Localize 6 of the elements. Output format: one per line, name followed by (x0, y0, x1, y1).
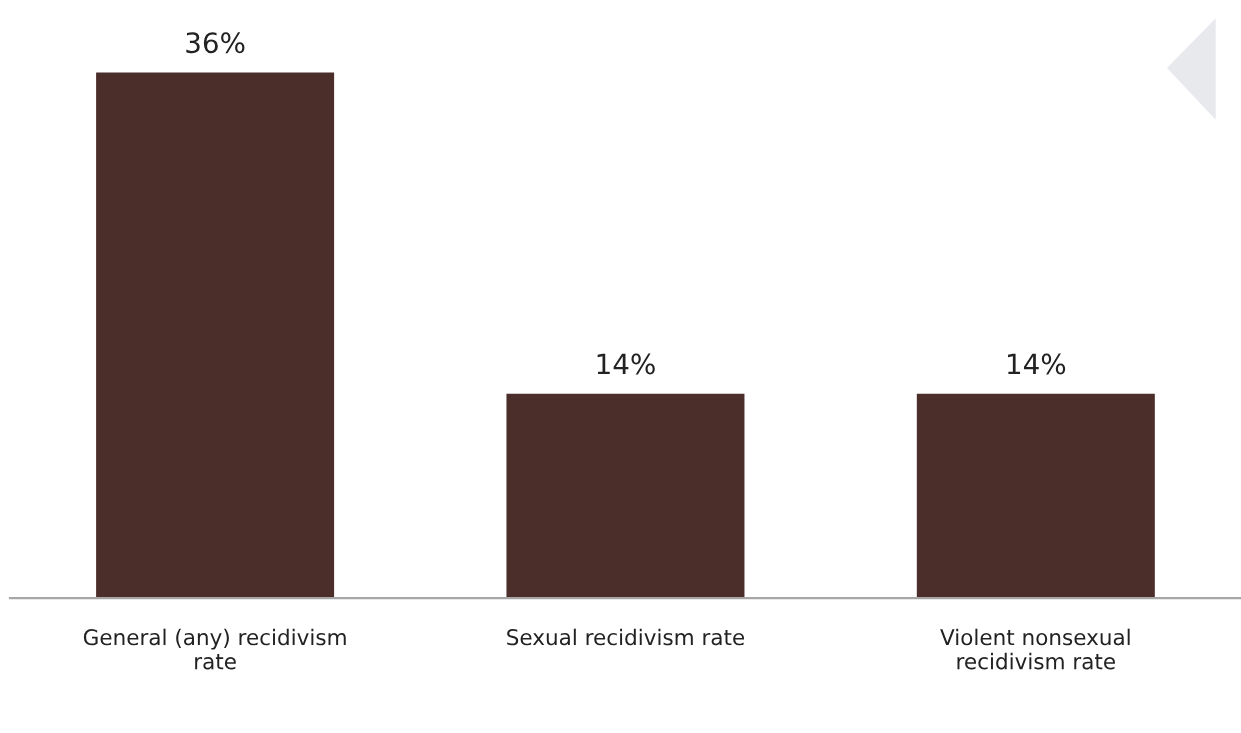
x-tick-label: Sexual recidivism rate (507, 628, 745, 646)
data-label: 14% (597, 353, 655, 375)
x-tick-label: General (any) recidivism rate (83, 628, 346, 670)
data-label: 36% (186, 32, 245, 54)
x-tick-label: Violent nonsexual recidivism rate (940, 628, 1130, 670)
data-label: 14% (1008, 353, 1066, 375)
